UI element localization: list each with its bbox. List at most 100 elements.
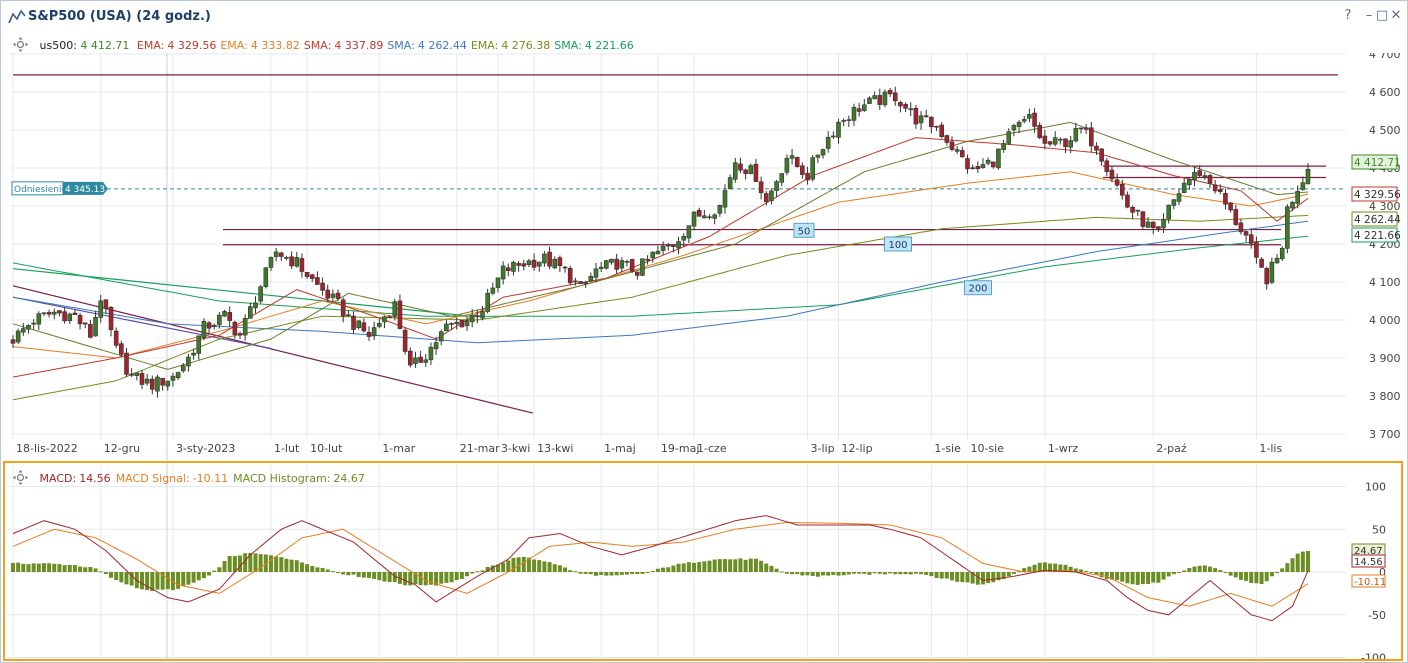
macd-histogram-bar xyxy=(480,570,485,572)
candle-bullish xyxy=(67,313,73,322)
macd-histogram-bar xyxy=(57,564,62,572)
macd-histogram-bar xyxy=(888,572,893,574)
macd-histogram-bar xyxy=(1202,565,1207,572)
candle-bullish xyxy=(774,181,779,191)
candle-bullish xyxy=(779,173,785,183)
candle-bullish xyxy=(93,316,98,337)
candle-bearish xyxy=(758,181,764,194)
candle-bullish xyxy=(1202,175,1208,178)
candle-bullish xyxy=(41,312,47,315)
maximize-button[interactable]: □ xyxy=(1375,8,1389,23)
candle-bearish xyxy=(103,299,109,309)
candle-bearish xyxy=(206,322,212,329)
candle-bearish xyxy=(696,209,702,217)
candle-bearish xyxy=(923,115,929,117)
macd-axis-label-box xyxy=(1351,554,1386,568)
candle-bullish xyxy=(134,372,140,376)
macd-histogram-bar xyxy=(991,572,996,583)
x-tick-label: 19-maj xyxy=(661,442,699,455)
candle-bearish xyxy=(1063,138,1068,148)
candle-bullish xyxy=(573,280,578,283)
candle-bullish xyxy=(1161,218,1166,229)
macd-histogram-bar xyxy=(815,572,820,577)
macd-histogram-bar xyxy=(1151,572,1156,583)
candle-bullish xyxy=(433,342,439,350)
macd-histogram-bar xyxy=(284,558,289,572)
macd-histogram-bar xyxy=(1094,572,1099,575)
macd-histogram-bar xyxy=(681,563,686,572)
y-tick-label: 4 700 xyxy=(1369,53,1401,61)
candle-bullish xyxy=(536,261,542,267)
macd-histogram-bar xyxy=(232,556,237,572)
candle-bearish xyxy=(1228,202,1233,211)
moving-average-line xyxy=(12,171,1309,359)
candle-bearish xyxy=(531,259,537,268)
macd-histogram-bar xyxy=(779,571,784,573)
macd-histogram-bar xyxy=(485,566,490,572)
macd-histogram-bar xyxy=(578,572,583,574)
help-button[interactable]: ? xyxy=(1344,8,1352,23)
macd-histogram-bar xyxy=(1053,563,1058,572)
y-tick-label: 4 500 xyxy=(1369,124,1401,137)
macd-y-tick-label: 50 xyxy=(1372,523,1386,536)
candle-bearish xyxy=(898,102,903,107)
move-icon[interactable] xyxy=(13,37,28,52)
close-button[interactable]: ✕ xyxy=(1390,8,1402,23)
macd-histogram-bar xyxy=(1295,553,1300,572)
x-tick-label: 12-lip xyxy=(841,442,872,455)
macd-histogram-bar xyxy=(434,572,439,586)
move-icon[interactable] xyxy=(13,470,28,485)
candle-bullish xyxy=(1279,248,1285,260)
macd-histogram-bar xyxy=(150,572,155,592)
candle-bearish xyxy=(1114,179,1120,186)
candle-bullish xyxy=(1027,114,1032,119)
macd-histogram-bar xyxy=(1089,572,1094,573)
candle-bullish xyxy=(717,205,723,214)
macd-histogram-bar xyxy=(986,572,991,584)
candle-bullish xyxy=(686,225,692,239)
x-tick-label: 21-mar xyxy=(460,442,500,455)
macd-histogram-bar xyxy=(903,572,908,575)
candle-bullish xyxy=(15,330,21,343)
candle-bullish xyxy=(144,378,150,384)
macd-histogram-bar xyxy=(805,572,810,576)
macd-histogram-bar xyxy=(449,572,454,583)
macd-histogram-bar xyxy=(72,565,77,572)
candle-bearish xyxy=(1125,194,1130,208)
candle-bearish xyxy=(1089,127,1094,147)
macd-histogram-bar xyxy=(155,572,160,590)
candle-bullish xyxy=(624,260,630,263)
candle-bullish xyxy=(825,136,831,149)
macd-histogram-bar xyxy=(645,572,650,573)
candle-bearish xyxy=(1150,221,1156,229)
ma-period-tag xyxy=(884,236,912,252)
macd-histogram-bar xyxy=(950,572,955,581)
candle-bearish xyxy=(1254,241,1259,258)
candle-bearish xyxy=(965,158,970,170)
candle-bearish xyxy=(634,271,640,276)
macd-histogram-bar xyxy=(686,562,691,572)
candle-bullish xyxy=(392,301,398,317)
macd-histogram-bar xyxy=(1182,570,1187,572)
candle-bearish xyxy=(119,343,124,355)
candle-bearish xyxy=(1109,169,1115,180)
candle-bullish xyxy=(1166,204,1171,220)
candle-bullish xyxy=(1021,119,1027,122)
candle-bearish xyxy=(402,329,408,352)
macd-histogram-bar xyxy=(614,572,619,576)
minimize-button[interactable]: – xyxy=(1365,8,1373,23)
candle-bullish xyxy=(562,266,568,269)
macd-histogram-bar xyxy=(1171,572,1176,575)
candle-bearish xyxy=(960,150,965,158)
candle-bullish xyxy=(423,359,429,363)
candle-bullish xyxy=(196,335,202,354)
moving-average-line xyxy=(12,214,1309,401)
macd-histogram-bar xyxy=(88,566,93,572)
macd-histogram-bar xyxy=(274,556,279,572)
candle-bullish xyxy=(846,119,852,121)
candle-bullish xyxy=(217,314,222,325)
candle-bullish xyxy=(861,104,867,111)
trend-line[interactable] xyxy=(12,296,272,350)
